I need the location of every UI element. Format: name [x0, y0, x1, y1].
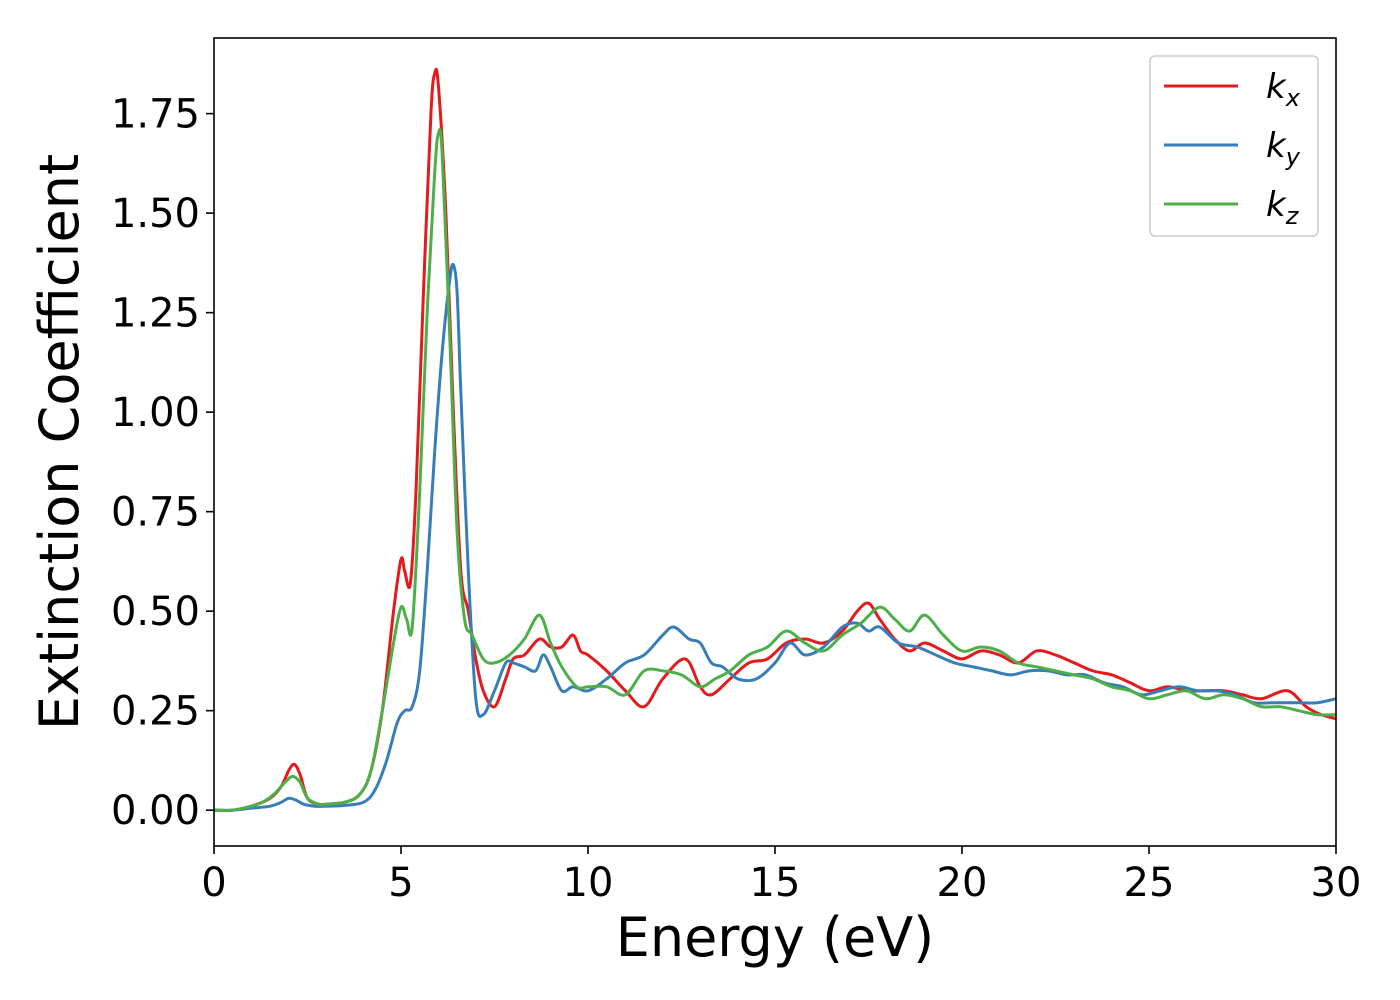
legend-label-z: kz	[1266, 185, 1300, 230]
y-axis: 0.00 0.25 0.50 0.75 1.00 1.25 1.50 1.75	[111, 92, 214, 834]
y-tick-label: 0.50	[111, 589, 200, 635]
x-tick-label: 30	[1311, 860, 1362, 906]
y-tick-label: 1.25	[111, 291, 200, 337]
y-tick-label: 0.00	[111, 788, 200, 834]
x-tick-label: 25	[1124, 860, 1175, 906]
y-tick-label: 1.75	[111, 92, 200, 138]
legend: kx ky kz	[1149, 55, 1319, 237]
x-axis-title: Energy (eV)	[616, 906, 935, 969]
legend-label-y: ky	[1266, 126, 1301, 171]
y-tick-label: 1.50	[111, 191, 200, 237]
series-layer	[214, 67, 1336, 812]
y-tick-label: 0.25	[111, 689, 200, 735]
y-axis-title: Extinction Coefficient	[28, 154, 91, 730]
x-tick-label: 0	[201, 860, 226, 906]
x-tick-label: 5	[388, 860, 413, 906]
x-tick-label: 10	[563, 860, 614, 906]
y-tick-label: 0.75	[111, 490, 200, 536]
y-tick-label: 1.00	[111, 390, 200, 436]
x-tick-label: 15	[750, 860, 801, 906]
x-tick-label: 20	[937, 860, 988, 906]
x-axis: 0 5 10 15 20 25 30	[201, 846, 1361, 906]
legend-label-x: kx	[1266, 67, 1301, 112]
series-line-z	[214, 128, 1336, 812]
